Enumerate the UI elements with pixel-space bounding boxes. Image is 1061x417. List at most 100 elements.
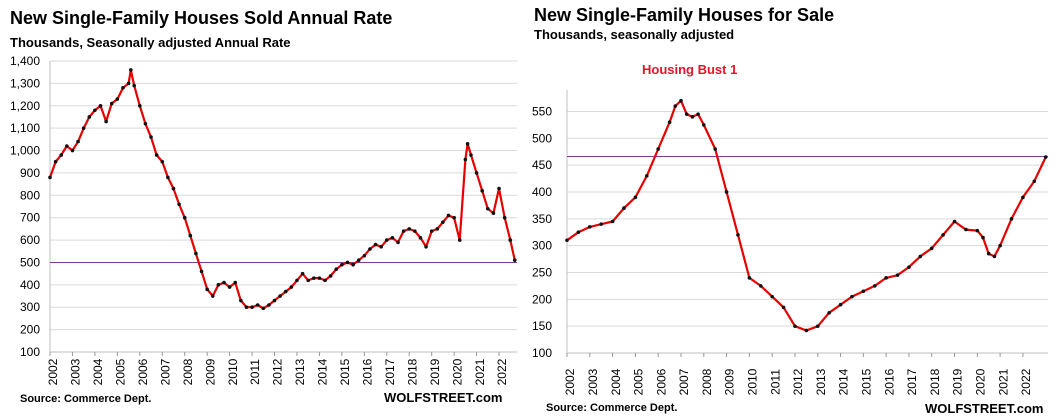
left-x-tick-label: 2009 — [203, 358, 217, 385]
left-data-point — [351, 262, 355, 267]
left-x-tick-label: 2010 — [226, 358, 240, 385]
right-x-tick-label: 2015 — [860, 368, 874, 395]
left-data-point — [502, 215, 507, 220]
left-data-point — [129, 68, 133, 72]
right-data-point — [804, 328, 809, 333]
right-data-point — [770, 294, 774, 299]
left-data-point — [486, 206, 490, 211]
left-data-point — [59, 153, 64, 157]
right-x-tick-label: 2012 — [791, 368, 805, 395]
left-data-point — [345, 260, 350, 265]
left-data-point — [199, 269, 204, 274]
left-data-point — [205, 287, 209, 292]
left-data-point — [435, 227, 440, 231]
left-chart-panel: 100 200 300 400 500 600 700 800 900 1,000 1,100 1,2… — [0, 0, 522, 417]
right-data-point — [667, 120, 672, 125]
left-data-point — [373, 242, 378, 247]
left-x-tick-label: 2016 — [360, 358, 374, 385]
left-data-point — [126, 81, 131, 86]
right-x-tick-label: 2007 — [677, 368, 691, 395]
left-data-point — [480, 189, 484, 193]
left-data-point — [317, 276, 322, 280]
left-chart-brand: WOLFSTREET.com — [384, 390, 503, 405]
left-data-point — [463, 157, 468, 162]
right-x-tick-label: 2002 — [563, 368, 577, 395]
right-y-tick-label: 150 — [532, 319, 552, 333]
left-data-point — [210, 294, 215, 298]
right-x-tick-label: 2013 — [814, 368, 828, 395]
right-data-point — [975, 228, 980, 233]
left-data-point — [76, 139, 80, 144]
right-chart-subtitle: Thousands, seasonally adjusted — [534, 27, 735, 42]
right-x-tick-label: 2011 — [768, 369, 782, 395]
right-x-tick-label: 2004 — [609, 368, 623, 395]
right-data-point — [907, 265, 911, 269]
right-data-point — [673, 104, 678, 108]
right-data-point — [656, 147, 660, 151]
left-data-point — [121, 86, 125, 90]
left-data-point — [424, 244, 428, 249]
left-data-point — [334, 267, 339, 271]
left-x-tick-label: 2018 — [405, 358, 419, 385]
right-data-point — [565, 238, 569, 243]
right-data-point — [690, 115, 695, 119]
left-data-point — [244, 305, 249, 310]
left-y-tick-label: 200 — [20, 323, 40, 337]
right-x-tick-label: 2006 — [654, 368, 668, 395]
left-data-point — [465, 142, 470, 146]
right-x-tick-label: 2019 — [951, 368, 965, 395]
left-data-point — [340, 262, 344, 267]
right-series-line — [566, 99, 1047, 332]
left-x-tick-label: 2005 — [114, 358, 128, 385]
left-data-point — [233, 280, 238, 285]
right-data-point — [981, 235, 985, 240]
right-data-point — [758, 284, 763, 288]
left-data-point — [239, 298, 243, 303]
right-data-point — [838, 302, 843, 307]
right-x-tick-label: 2008 — [700, 368, 714, 395]
left-data-point — [160, 159, 165, 164]
right-data-point — [850, 294, 854, 299]
right-data-point — [918, 254, 923, 259]
right-data-point — [576, 230, 581, 235]
left-x-tick-label: 2020 — [450, 358, 464, 385]
left-data-point — [295, 278, 299, 283]
left-data-point — [255, 303, 260, 307]
right-data-point — [1043, 155, 1048, 159]
left-y-tick-label: 1,000 — [10, 144, 40, 158]
left-data-point — [457, 238, 462, 242]
right-x-tick-label: 2021 — [996, 368, 1010, 395]
right-data-point — [884, 276, 888, 280]
left-data-point — [143, 121, 148, 126]
left-data-point — [227, 285, 232, 289]
left-y-tick-label: 400 — [20, 278, 40, 292]
left-data-point — [283, 289, 288, 294]
left-data-point — [48, 175, 52, 180]
left-y-tick-label: 300 — [20, 300, 40, 314]
right-y-tick-label: 350 — [532, 212, 552, 226]
right-y-tick-label: 200 — [532, 292, 552, 306]
left-data-point — [70, 148, 75, 153]
left-data-point — [328, 274, 333, 278]
left-x-tick-label: 2013 — [293, 358, 307, 385]
right-data-point — [610, 219, 615, 224]
left-data-point — [413, 229, 417, 233]
right-data-point — [684, 112, 689, 116]
left-data-point — [429, 229, 434, 233]
left-x-tick-label: 2022 — [495, 358, 509, 385]
left-data-point — [474, 171, 479, 175]
left-data-point — [401, 229, 406, 233]
right-data-point — [986, 251, 991, 256]
right-chart: 100 150 200 250 300 350 400 450 500 550 2002 2003 20… — [532, 62, 1048, 395]
right-y-tick-label: 300 — [532, 239, 552, 253]
left-data-point — [53, 159, 58, 164]
right-y-tick-label: 400 — [532, 185, 552, 199]
left-x-tick-label: 2015 — [338, 358, 352, 385]
left-data-point — [300, 271, 305, 276]
left-data-point — [362, 253, 367, 258]
right-data-point — [861, 289, 866, 294]
right-y-tick-label: 250 — [532, 265, 552, 279]
right-x-tick-label: 2016 — [882, 368, 896, 395]
right-data-point — [895, 273, 900, 277]
left-data-point — [267, 303, 271, 307]
